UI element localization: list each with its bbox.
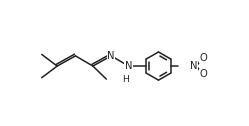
Text: N: N [190, 61, 198, 71]
Text: N: N [108, 51, 115, 61]
Text: O: O [200, 69, 207, 79]
Text: O: O [200, 53, 207, 63]
Text: H: H [122, 75, 129, 84]
Text: N: N [125, 61, 132, 71]
